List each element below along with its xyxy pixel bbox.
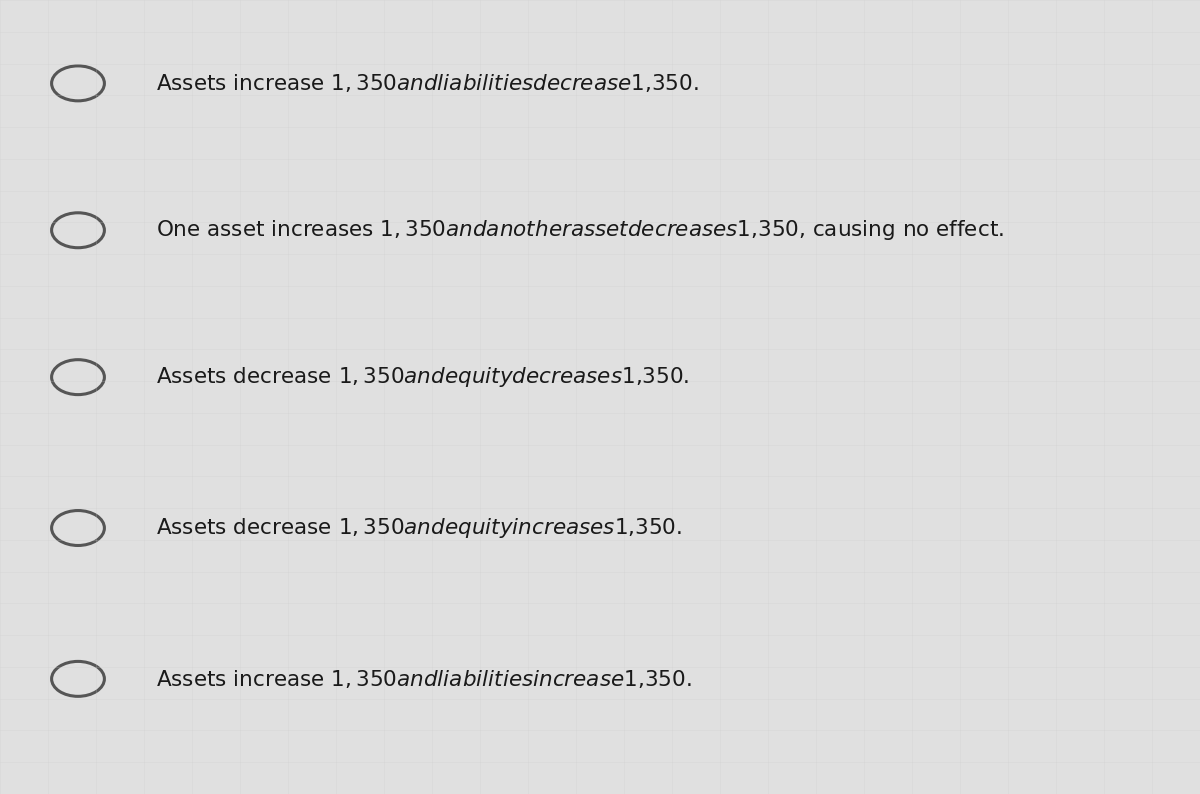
Text: Assets decrease $1,350 and equity decreases $1,350.: Assets decrease $1,350 and equity decrea…	[156, 365, 690, 389]
Text: Assets increase $1,350 and liabilities decrease $1,350.: Assets increase $1,350 and liabilities d…	[156, 72, 698, 94]
Text: Assets decrease $1,350 and equity increases $1,350.: Assets decrease $1,350 and equity increa…	[156, 516, 682, 540]
Text: Assets increase $1,350 and liabilities increase $1,350.: Assets increase $1,350 and liabilities i…	[156, 668, 691, 690]
Text: One asset increases $1,350 and another asset decreases $1,350, causing no effect: One asset increases $1,350 and another a…	[156, 218, 1004, 242]
